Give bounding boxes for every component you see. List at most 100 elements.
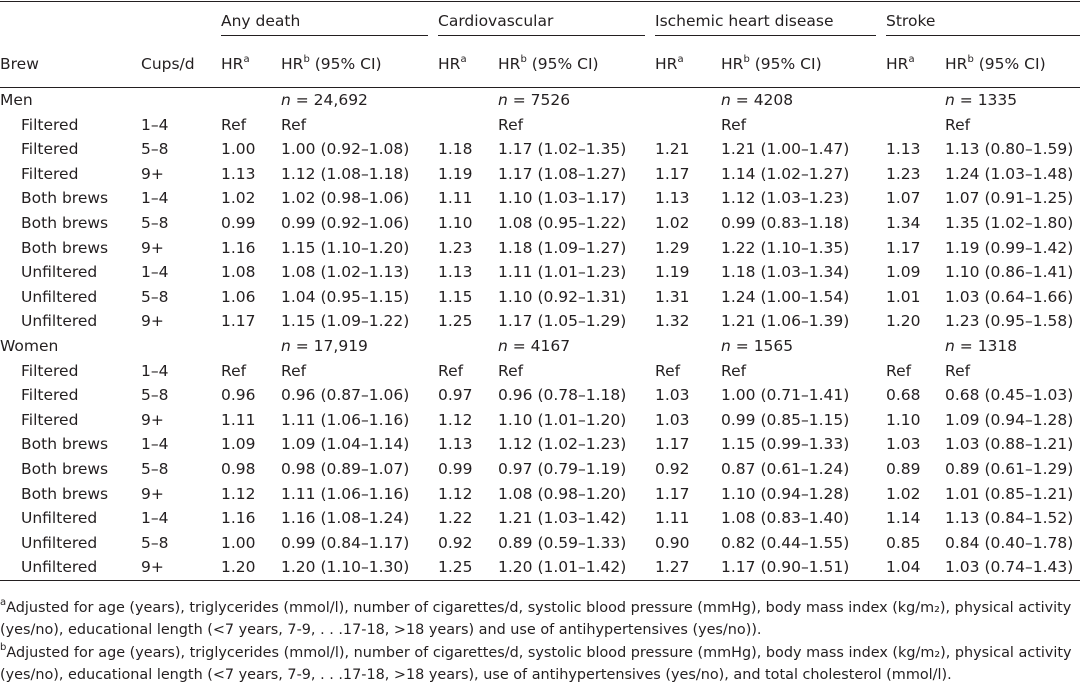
hr-ci-cell: 0.98 (0.89–1.07) (281, 459, 410, 478)
hr-ci-cell: 1.12 (1.02–1.23) (498, 435, 627, 454)
hr-cell: 1.10 (886, 410, 921, 429)
sample-size: n = 17,919 (281, 334, 438, 359)
hr-ci-cell: Ref (281, 361, 307, 380)
brew-cell: Filtered (21, 361, 79, 380)
hr-ci-cell: 1.10 (0.86–1.41) (945, 263, 1074, 282)
hr-ci-cell: Ref (498, 361, 524, 380)
hr-ci-cell: 1.10 (1.03–1.17) (498, 189, 627, 208)
column-header-hr-adjusted-a: HRa (886, 42, 945, 88)
column-header-hr-adjusted-a: HRa (655, 42, 721, 88)
hr-cell: 0.98 (221, 459, 256, 478)
group-header-any-death: Any death (221, 0, 438, 42)
hr-cell: 1.04 (886, 558, 921, 577)
cups-cell: 5–8 (141, 533, 169, 552)
empty-cell (886, 88, 945, 113)
n-value: = 24,692 (295, 91, 368, 109)
brew-cell: Both brews (21, 238, 109, 257)
hr-cell: Ref (438, 361, 464, 380)
hr-ci-cell: 0.68 (0.45–1.03) (945, 386, 1074, 405)
hr-ci-cell: 1.13 (0.80–1.59) (945, 140, 1074, 159)
table-row: Unfiltered 9+ 1.20 1.20 (1.10–1.30) 1.25 1.20… (0, 555, 1080, 581)
hr-ci-cell: Ref (945, 115, 971, 134)
hr-cell: 1.25 (438, 558, 473, 577)
cups-cell: 5–8 (141, 459, 169, 478)
hr-label: HR (498, 55, 521, 74)
hr-ci-cell: 1.10 (1.01–1.20) (498, 410, 627, 429)
hr-cell: 1.17 (655, 484, 690, 503)
group-header-ischemic-heart-disease: Ischemic heart disease (655, 0, 886, 42)
column-header-hr-adjusted-b-ci: HRb (95% CI) (945, 42, 1080, 88)
hr-cell (438, 113, 498, 138)
column-header-brew: Brew (0, 55, 39, 74)
cups-cell: 9+ (141, 484, 164, 503)
table-row: Filtered 5–8 1.00 1.00 (0.92–1.08) 1.18 1.17 … (0, 137, 1080, 162)
hr-label: HR (945, 55, 968, 74)
column-header-cups: Cups/d (141, 55, 195, 74)
hr-ci-cell: 1.15 (1.09–1.22) (281, 312, 410, 331)
table-row: Unfiltered 1–4 1.08 1.08 (1.02–1.13) 1.13 1.1… (0, 260, 1080, 285)
brew-cell: Unfiltered (21, 558, 98, 577)
hr-cell (655, 113, 721, 138)
hr-cell: 1.02 (221, 189, 256, 208)
hr-cell: 1.17 (886, 238, 921, 257)
ci-label: (95% CI) (754, 55, 822, 74)
hr-ci-cell: 1.24 (1.00–1.54) (721, 287, 850, 306)
brew-cell: Both brews (21, 213, 109, 232)
hr-cell: 1.18 (438, 140, 473, 159)
hazard-ratio-table: Any death Cardiovascular Ischemic heart … (0, 0, 1080, 581)
hr-ci-cell: 0.96 (0.78–1.18) (498, 386, 627, 405)
hr-cell: 1.11 (438, 189, 473, 208)
brew-cell: Unfiltered (21, 287, 98, 306)
brew-cell: Filtered (21, 410, 79, 429)
hr-cell: 1.00 (221, 140, 256, 159)
hr-ci-cell: 1.00 (0.71–1.41) (721, 386, 850, 405)
hr-cell: 1.23 (886, 164, 921, 183)
group-header-row: Any death Cardiovascular Ischemic heart … (0, 0, 1080, 42)
hr-ci-cell: 1.19 (0.99–1.42) (945, 238, 1074, 257)
column-header-hr-adjusted-b-ci: HRb (95% CI) (281, 42, 438, 88)
hr-ci-cell: 1.07 (0.91–1.25) (945, 189, 1074, 208)
sample-size: n = 4167 (498, 334, 655, 359)
hr-cell: 1.27 (655, 558, 690, 577)
hr-cell: 0.89 (886, 459, 921, 478)
brew-cell: Both brews (21, 189, 109, 208)
table-row: Filtered 9+ 1.11 1.11 (1.06–1.16) 1.12 1.10 (… (0, 408, 1080, 433)
hr-ci-cell: 0.82 (0.44–1.55) (721, 533, 850, 552)
footnote-mark: b (303, 54, 310, 66)
hr-cell: 1.17 (655, 435, 690, 454)
hr-cell: 1.17 (221, 312, 256, 331)
hr-cell: 1.13 (221, 164, 256, 183)
brew-cell: Unfiltered (21, 533, 98, 552)
hr-ci-cell: 1.11 (1.01–1.23) (498, 263, 627, 282)
table-row: Unfiltered 5–8 1.00 0.99 (0.84–1.17) 0.92 0.8… (0, 531, 1080, 556)
hr-ci-cell: 1.08 (0.95–1.22) (498, 213, 627, 232)
n-symbol: n (945, 336, 955, 355)
table-row: Filtered 9+ 1.13 1.12 (1.08–1.18) 1.19 1.17 (… (0, 162, 1080, 187)
table-row: Filtered 1–4 Ref Ref Ref Ref Ref Ref Ref Ref (0, 359, 1080, 384)
hr-cell: Ref (655, 361, 681, 380)
n-symbol: n (721, 91, 731, 109)
sample-size: n = 4208 (721, 88, 886, 113)
brew-cell: Filtered (21, 386, 79, 405)
empty-cell (141, 88, 221, 113)
footnote-mark: b (967, 54, 974, 66)
hr-ci-cell: 1.18 (1.09–1.27) (498, 238, 627, 257)
hr-cell: 1.20 (221, 558, 256, 577)
footnote-mark: b (743, 54, 750, 66)
hr-cell: 0.99 (221, 213, 256, 232)
hr-ci-cell: 1.11 (1.06–1.16) (281, 410, 410, 429)
n-symbol: n (281, 91, 291, 109)
brew-cell: Filtered (21, 140, 79, 159)
hr-cell: 0.96 (221, 386, 256, 405)
hr-ci-cell: 1.35 (1.02–1.80) (945, 213, 1074, 232)
hr-cell: 0.92 (655, 459, 690, 478)
hr-ci-cell: 1.13 (0.84–1.52) (945, 509, 1074, 528)
n-value: = 1318 (959, 336, 1018, 355)
hr-cell: 1.11 (655, 509, 690, 528)
hr-cell: 1.21 (655, 140, 690, 159)
table-row: Both brews 5–8 0.98 0.98 (0.89–1.07) 0.99 0.9… (0, 457, 1080, 482)
hr-cell: 1.19 (438, 164, 473, 183)
hr-label: HR (886, 55, 909, 74)
table-row: Filtered 5–8 0.96 0.96 (0.87–1.06) 0.97 0.96 … (0, 383, 1080, 408)
hr-ci-cell: 1.08 (0.83–1.40) (721, 509, 850, 528)
